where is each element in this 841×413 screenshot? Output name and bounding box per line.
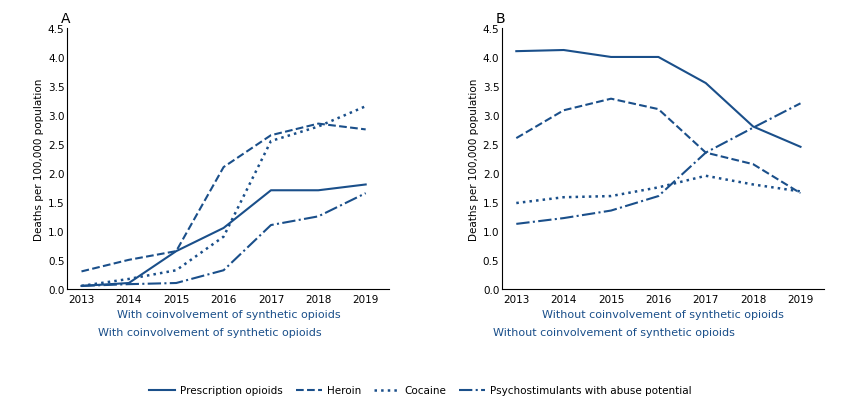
Text: With coinvolvement of synthetic opioids: With coinvolvement of synthetic opioids: [98, 328, 322, 337]
X-axis label: With coinvolvement of synthetic opioids: With coinvolvement of synthetic opioids: [117, 309, 340, 319]
Text: A: A: [61, 12, 71, 26]
Y-axis label: Deaths per 100,000 population: Deaths per 100,000 population: [468, 78, 479, 240]
Text: B: B: [495, 12, 505, 26]
Y-axis label: Deaths per 100,000 population: Deaths per 100,000 population: [34, 78, 44, 240]
X-axis label: Without coinvolvement of synthetic opioids: Without coinvolvement of synthetic opioi…: [542, 309, 784, 319]
Text: Without coinvolvement of synthetic opioids: Without coinvolvement of synthetic opioi…: [493, 328, 735, 337]
Legend: Prescription opioids, Heroin, Cocaine, Psychostimulants with abuse potential: Prescription opioids, Heroin, Cocaine, P…: [145, 381, 696, 399]
